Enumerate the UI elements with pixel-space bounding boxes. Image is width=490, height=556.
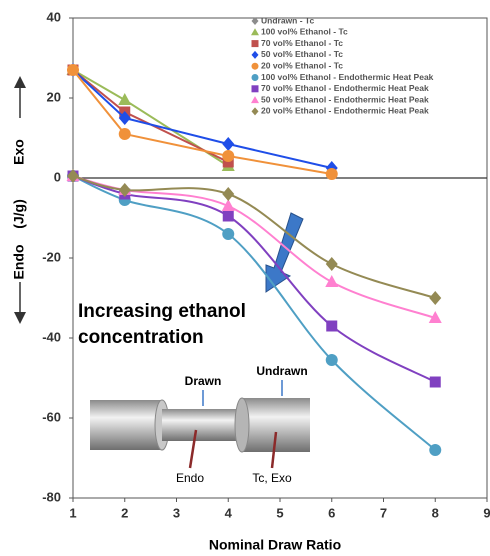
marker xyxy=(428,311,442,323)
marker xyxy=(325,257,338,271)
series-line xyxy=(72,69,332,169)
legend-label: Undrawn - Tc xyxy=(261,15,314,25)
legend-swatch xyxy=(251,62,259,70)
marker xyxy=(325,354,338,366)
trend-arrow xyxy=(265,212,304,293)
legend-label: 70 vol% Ethanol - Endothermic Heat Peak xyxy=(261,83,429,93)
marker xyxy=(67,169,79,183)
series-line xyxy=(72,69,332,175)
pointer xyxy=(188,429,198,469)
legend-label: 50 vol% Ethanol - Tc xyxy=(261,49,343,59)
x-tick-label: 4 xyxy=(225,505,233,520)
fiber-undrawn-right xyxy=(242,398,310,452)
legend-swatch xyxy=(251,40,259,48)
x-tick-label: 8 xyxy=(432,505,439,520)
marker xyxy=(118,128,131,140)
y-tick-label: 20 xyxy=(47,89,61,104)
x-tick-label: 5 xyxy=(276,505,283,520)
fiber-drawn xyxy=(162,409,242,441)
annotation: Increasing ethanol xyxy=(78,301,246,322)
y-label: (J/g) xyxy=(11,199,27,229)
marker xyxy=(429,444,442,456)
legend-label: 50 vol% Ethanol - Endothermic Heat Peak xyxy=(261,94,429,104)
legend-swatch xyxy=(251,96,259,104)
y-tick-label: 40 xyxy=(47,9,61,24)
legend-swatch xyxy=(251,107,259,116)
legend-label: 70 vol% Ethanol - Tc xyxy=(261,38,343,48)
marker xyxy=(429,376,441,388)
legend-swatch xyxy=(251,85,259,93)
marker xyxy=(325,168,338,180)
legend-label: 20 vol% Ethanol - Endothermic Heat Peak xyxy=(261,106,429,116)
diagram-label: Drawn xyxy=(185,374,222,388)
y-label: Endo xyxy=(11,245,27,280)
marker xyxy=(222,150,235,162)
marker xyxy=(325,275,339,287)
fiber-step xyxy=(234,397,250,453)
legend-swatch xyxy=(251,28,259,36)
series-line xyxy=(72,175,436,299)
y-tick-label: -40 xyxy=(42,329,61,344)
x-label: Nominal Draw Ratio xyxy=(209,537,341,553)
diagram-label: Endo xyxy=(176,471,204,485)
legend-swatch xyxy=(251,50,259,59)
x-tick-label: 2 xyxy=(121,505,128,520)
marker xyxy=(222,228,235,240)
marker xyxy=(222,187,235,201)
y-tick-label: -80 xyxy=(42,489,61,504)
legend-swatch xyxy=(251,74,259,81)
marker xyxy=(222,210,234,222)
y-tick-label: -60 xyxy=(42,409,61,424)
legend-swatch xyxy=(251,17,259,25)
annotation: concentration xyxy=(78,327,204,348)
legend-label: 100 vol% Ethanol - Tc xyxy=(261,27,348,37)
marker xyxy=(67,64,79,76)
legend-label: 100 vol% Ethanol - Endothermic Heat Peak xyxy=(261,72,434,82)
marker xyxy=(118,93,132,105)
marker xyxy=(222,137,235,151)
marker xyxy=(326,320,338,332)
diagram-label: Tc, Exo xyxy=(252,471,292,485)
x-tick-label: 6 xyxy=(328,505,335,520)
marker xyxy=(118,111,131,125)
y-tick-label: -20 xyxy=(42,249,61,264)
legend-label: 20 vol% Ethanol - Tc xyxy=(261,60,343,70)
y-tick-label: 0 xyxy=(54,169,61,184)
marker xyxy=(429,291,442,305)
x-tick-label: 1 xyxy=(69,505,76,520)
y-label: Exo xyxy=(11,139,27,165)
marker xyxy=(118,183,131,197)
x-tick-label: 9 xyxy=(483,505,490,520)
x-tick-label: 3 xyxy=(173,505,180,520)
diagram-label: Undrawn xyxy=(256,364,307,378)
pointer xyxy=(270,431,278,469)
x-tick-label: 7 xyxy=(380,505,387,520)
marker xyxy=(221,199,235,211)
fiber-undrawn-left xyxy=(90,400,162,450)
